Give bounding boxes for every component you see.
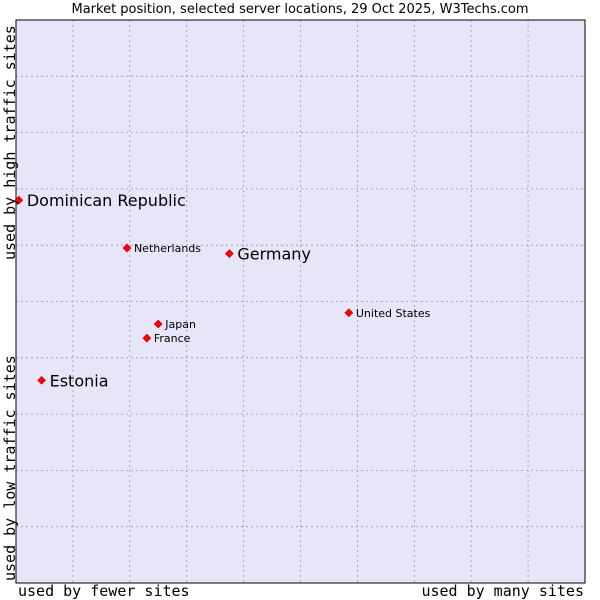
point-germany xyxy=(225,249,234,259)
chart-title: Market position, selected server locatio… xyxy=(71,2,529,17)
label-united-states: United States xyxy=(356,307,431,320)
label-estonia: Estonia xyxy=(50,371,109,390)
data-points: Dominican Republic Netherlands Germany Unit… xyxy=(14,191,431,390)
label-netherlands: Netherlands xyxy=(134,242,201,255)
point-netherlands xyxy=(122,243,132,253)
point-japan xyxy=(153,319,163,329)
y-axis-label-high: used by high traffic sites xyxy=(1,25,19,260)
x-axis-label-high: used by many sites xyxy=(421,582,584,600)
point-france xyxy=(142,333,152,343)
plot-border xyxy=(15,19,586,584)
x-axis-label-low: used by fewer sites xyxy=(18,582,190,600)
point-dominican-republic xyxy=(14,195,24,205)
grid xyxy=(16,20,585,583)
label-germany: Germany xyxy=(237,245,311,264)
point-estonia xyxy=(37,375,46,385)
label-dominican-republic: Dominican Republic xyxy=(27,191,186,210)
y-axis-label-low: used by low traffic sites xyxy=(1,355,19,581)
label-japan: Japan xyxy=(164,318,196,331)
label-france: France xyxy=(154,332,191,345)
point-united-states xyxy=(344,308,354,318)
